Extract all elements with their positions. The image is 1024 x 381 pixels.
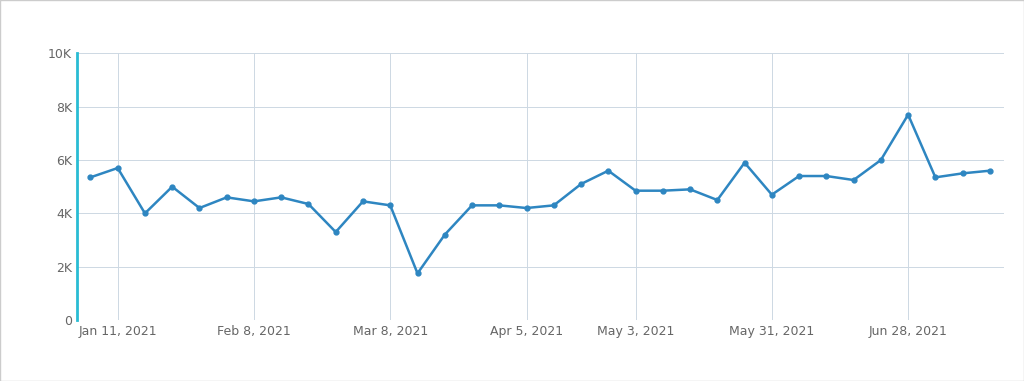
Text: Picking Cost over Time: Picking Cost over Time	[374, 10, 548, 25]
